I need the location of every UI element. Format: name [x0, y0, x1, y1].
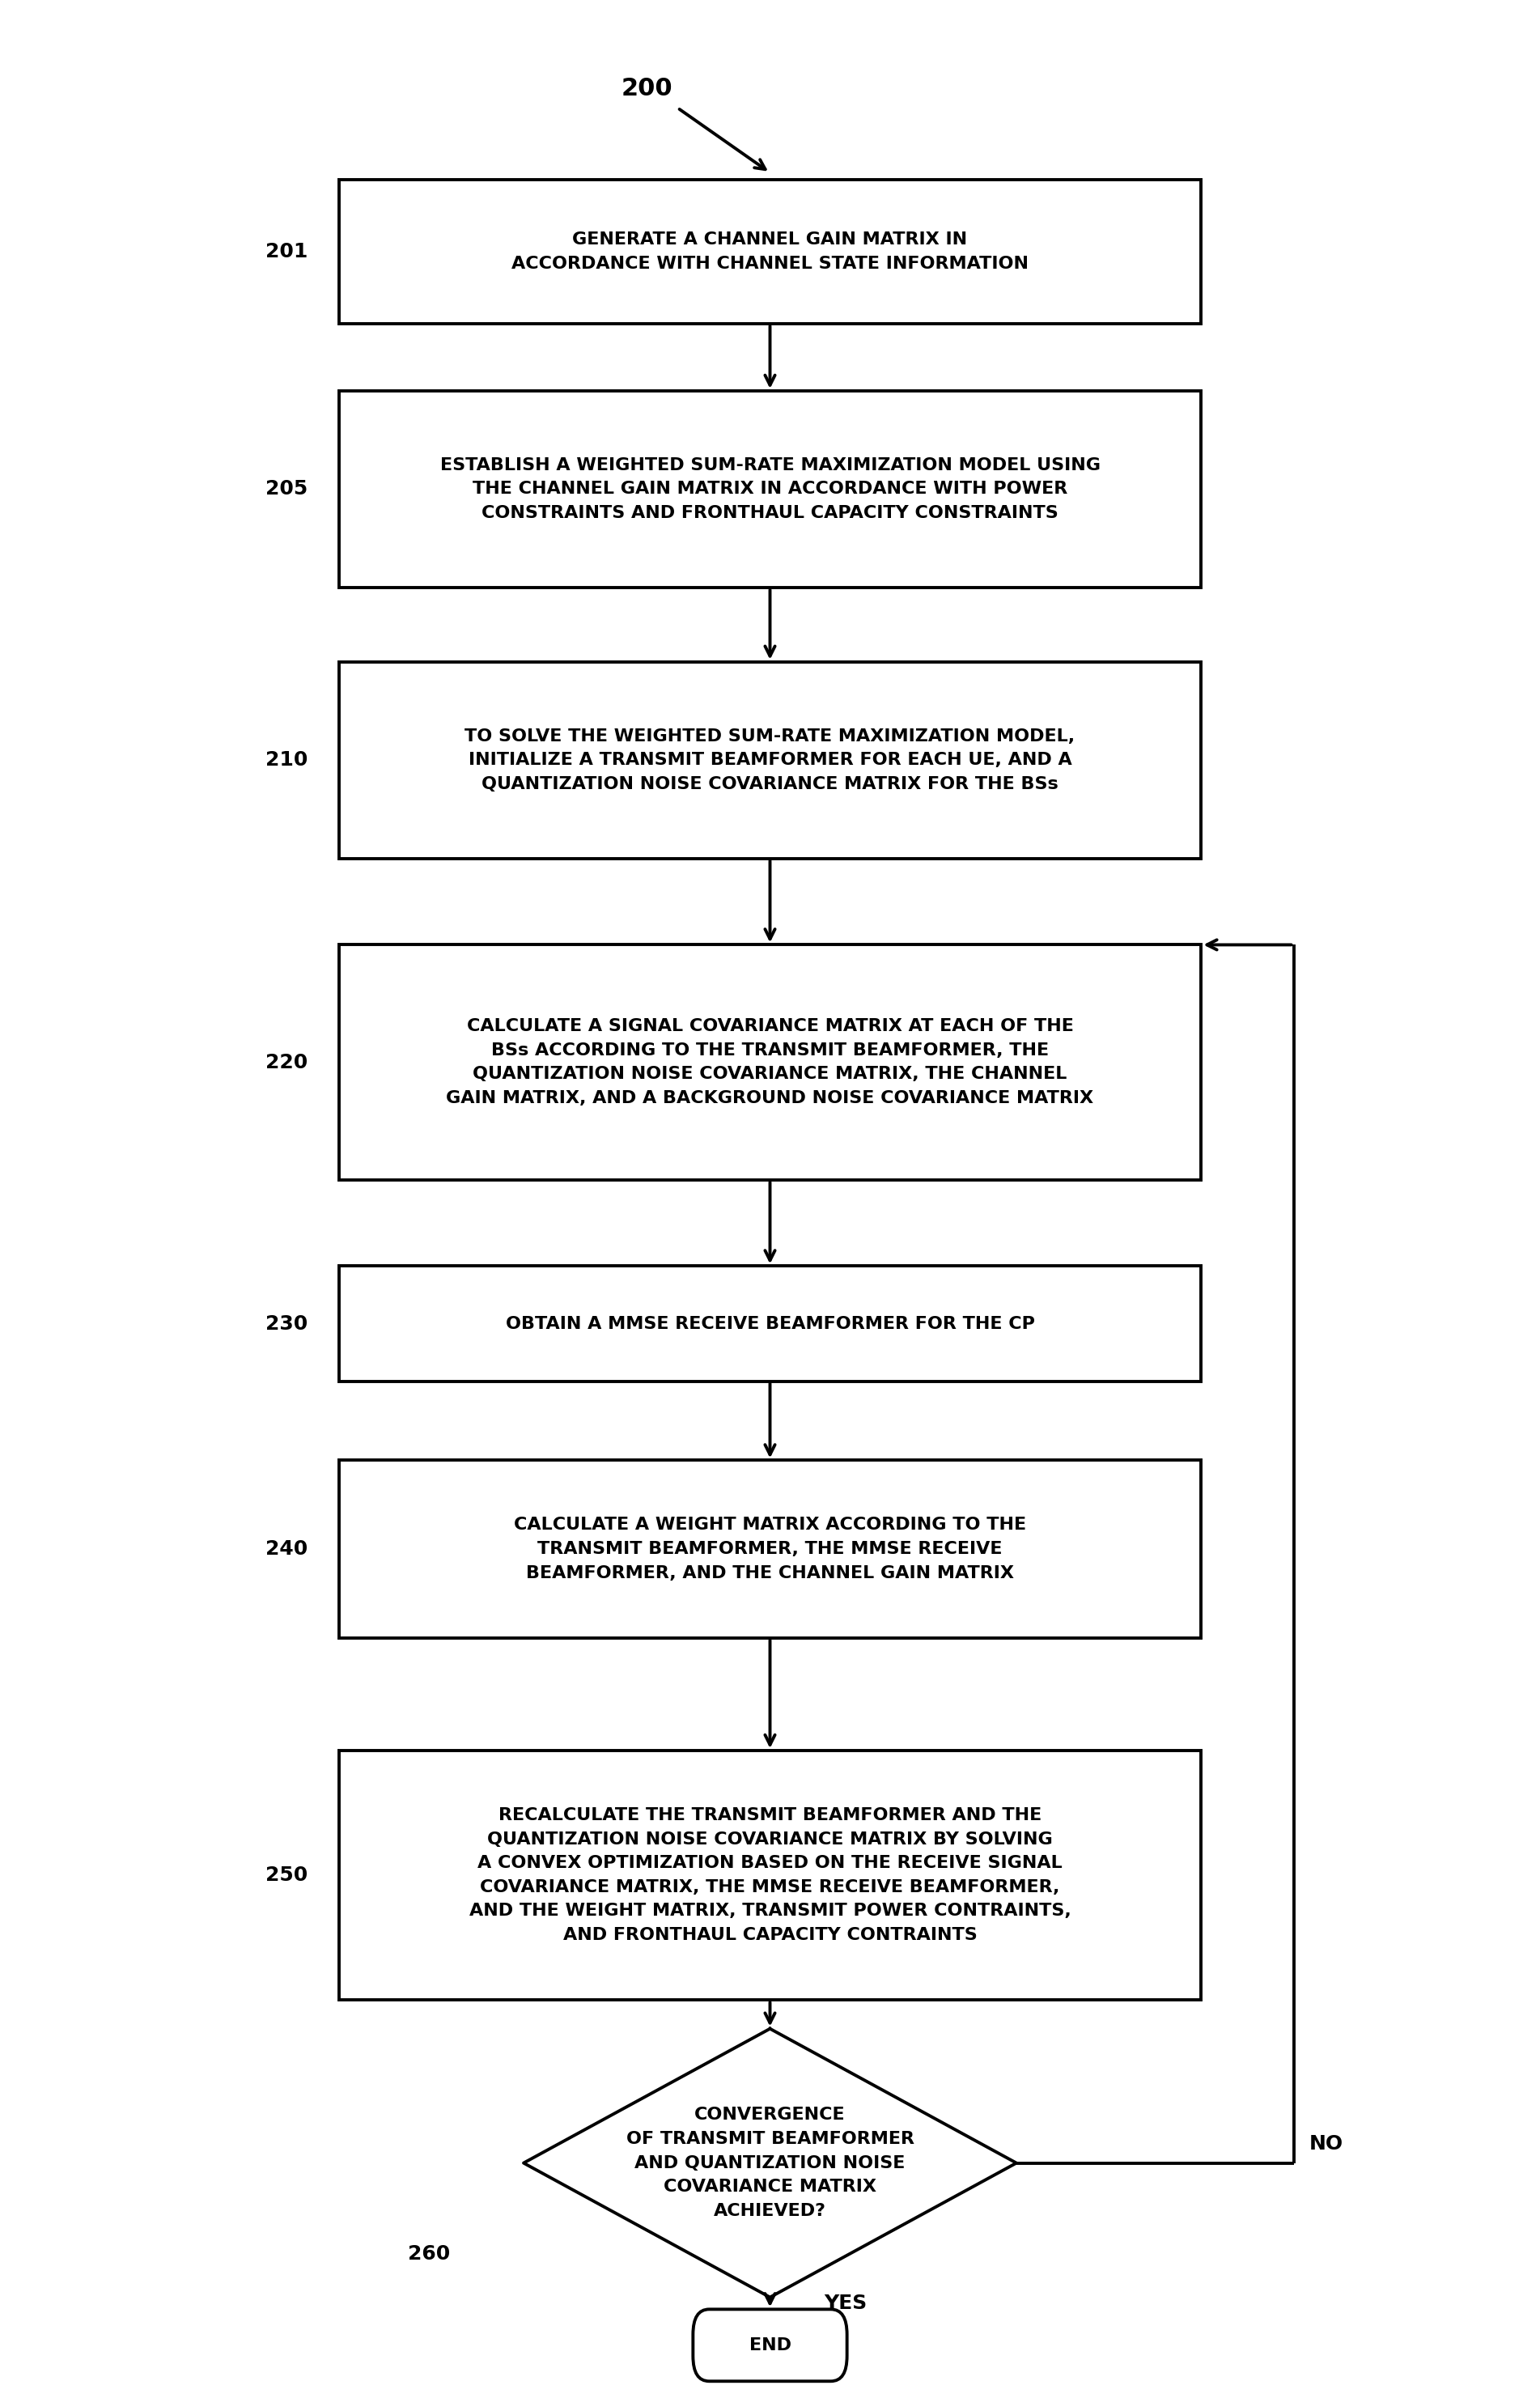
Text: 240: 240: [266, 1540, 308, 1559]
Text: 201: 201: [265, 242, 308, 261]
Text: 200: 200: [621, 77, 673, 101]
Text: NO: NO: [1309, 2134, 1343, 2153]
Text: TO SOLVE THE WEIGHTED SUM-RATE MAXIMIZATION MODEL,
INITIALIZE A TRANSMIT BEAMFOR: TO SOLVE THE WEIGHTED SUM-RATE MAXIMIZAT…: [465, 729, 1075, 791]
Text: CONVERGENCE
OF TRANSMIT BEAMFORMER
AND QUANTIZATION NOISE
COVARIANCE MATRIX
ACHI: CONVERGENCE OF TRANSMIT BEAMFORMER AND Q…: [625, 2108, 915, 2218]
FancyBboxPatch shape: [339, 180, 1201, 324]
Text: 260: 260: [408, 2245, 450, 2264]
FancyBboxPatch shape: [693, 2309, 847, 2381]
Text: 230: 230: [266, 1314, 308, 1333]
Text: GENERATE A CHANNEL GAIN MATRIX IN
ACCORDANCE WITH CHANNEL STATE INFORMATION: GENERATE A CHANNEL GAIN MATRIX IN ACCORD…: [511, 233, 1029, 271]
FancyBboxPatch shape: [339, 945, 1201, 1180]
Text: ESTABLISH A WEIGHTED SUM-RATE MAXIMIZATION MODEL USING
THE CHANNEL GAIN MATRIX I: ESTABLISH A WEIGHTED SUM-RATE MAXIMIZATI…: [440, 458, 1100, 520]
Text: 210: 210: [265, 751, 308, 770]
FancyBboxPatch shape: [339, 1266, 1201, 1381]
FancyBboxPatch shape: [339, 1460, 1201, 1638]
Text: OBTAIN A MMSE RECEIVE BEAMFORMER FOR THE CP: OBTAIN A MMSE RECEIVE BEAMFORMER FOR THE…: [505, 1317, 1035, 1331]
Text: END: END: [748, 2338, 792, 2352]
Text: 205: 205: [266, 480, 308, 499]
Text: RECALCULATE THE TRANSMIT BEAMFORMER AND THE
QUANTIZATION NOISE COVARIANCE MATRIX: RECALCULATE THE TRANSMIT BEAMFORMER AND …: [470, 1808, 1070, 1942]
Polygon shape: [524, 2029, 1016, 2297]
FancyBboxPatch shape: [339, 391, 1201, 588]
Text: CALCULATE A SIGNAL COVARIANCE MATRIX AT EACH OF THE
BSs ACCORDING TO THE TRANSMI: CALCULATE A SIGNAL COVARIANCE MATRIX AT …: [447, 1019, 1093, 1105]
Text: 220: 220: [266, 1053, 308, 1072]
Text: CALCULATE A WEIGHT MATRIX ACCORDING TO THE
TRANSMIT BEAMFORMER, THE MMSE RECEIVE: CALCULATE A WEIGHT MATRIX ACCORDING TO T…: [514, 1518, 1026, 1580]
FancyBboxPatch shape: [339, 662, 1201, 858]
Text: YES: YES: [824, 2292, 867, 2314]
FancyBboxPatch shape: [339, 1751, 1201, 2000]
Text: 250: 250: [266, 1866, 308, 1885]
